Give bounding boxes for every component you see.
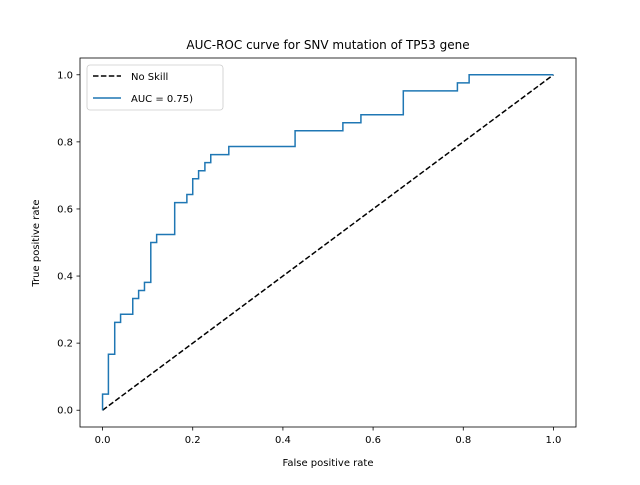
- x-tick-label: 0.8: [455, 435, 471, 446]
- y-axis-ticks: 0.0 0.2 0.4 0.6 0.8 1.0: [57, 70, 80, 417]
- plot-frame: [79, 57, 577, 428]
- roc-curve-line: [101, 74, 554, 411]
- x-tick-label: 0.2: [185, 435, 201, 446]
- x-tick-label: 0.4: [275, 435, 291, 446]
- x-axis-label: False positive rate: [283, 458, 374, 469]
- y-tick-label: 0.2: [57, 339, 73, 350]
- x-axis-ticks: 0.0 0.2 0.4 0.6 0.8 1.0: [95, 427, 562, 446]
- plot-lines: [101, 74, 554, 411]
- x-tick-label: 0.0: [95, 435, 111, 446]
- no-skill-line: [102, 74, 554, 411]
- y-tick-label: 0.0: [57, 406, 73, 417]
- x-tick-label: 0.6: [365, 435, 381, 446]
- y-tick-label: 0.6: [57, 204, 73, 215]
- chart-title: AUC-ROC curve for SNV mutation of TP53 g…: [186, 38, 469, 52]
- y-tick-label: 1.0: [57, 70, 73, 81]
- legend: No Skill AUC = 0.75): [86, 64, 224, 111]
- x-tick-label: 1.0: [546, 435, 562, 446]
- y-axis-label: True positive rate: [31, 199, 42, 287]
- legend-label-no-skill: No Skill: [131, 72, 168, 83]
- y-tick-label: 0.4: [57, 272, 73, 283]
- y-tick-label: 0.8: [57, 137, 73, 148]
- legend-label-auc: AUC = 0.75): [131, 94, 193, 105]
